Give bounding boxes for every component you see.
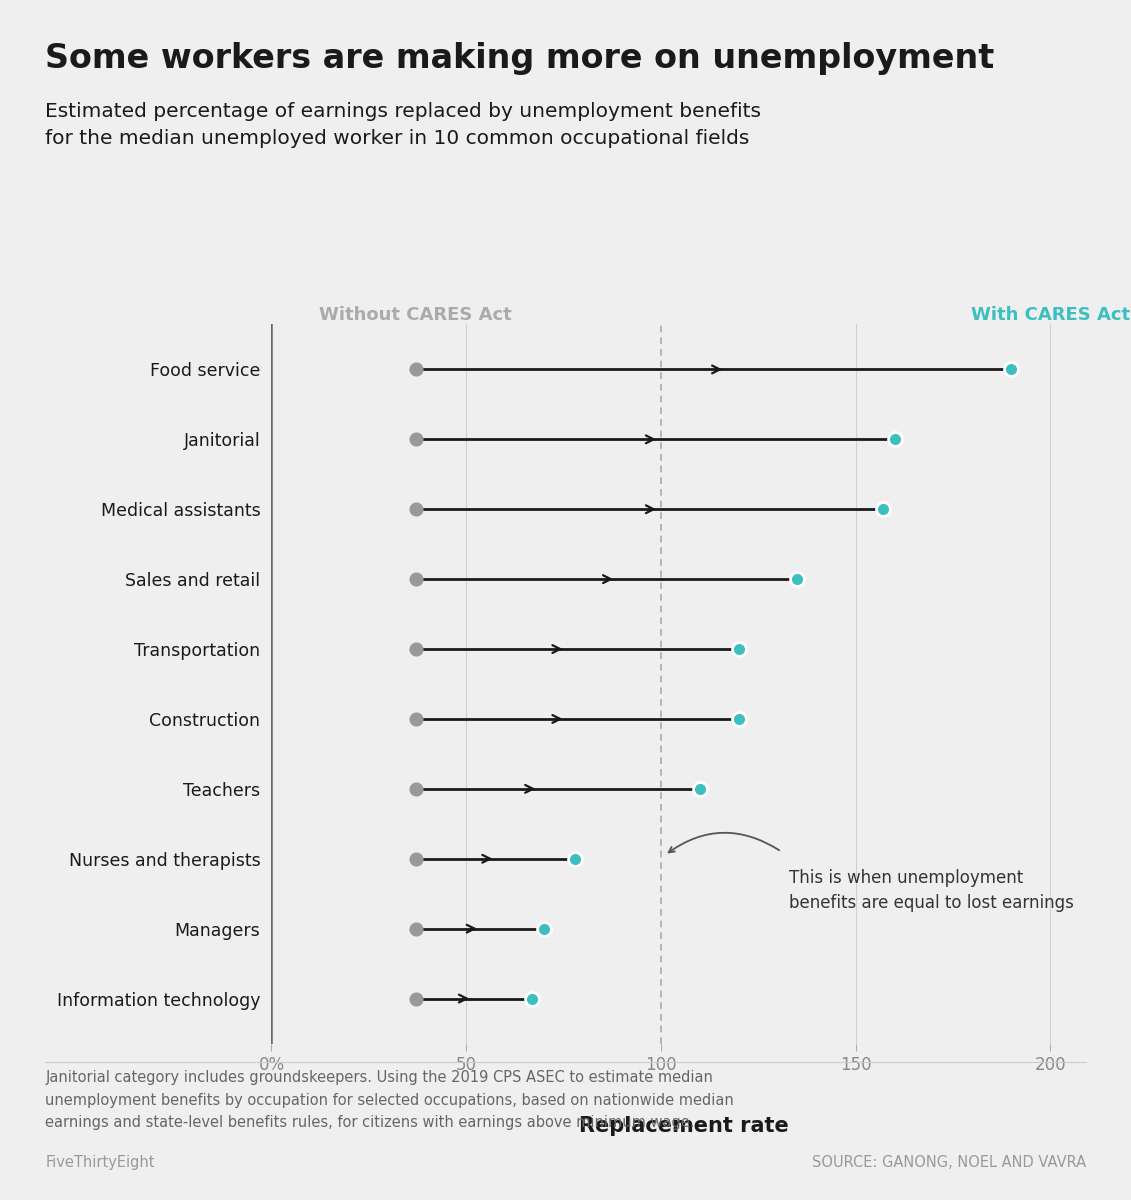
Text: Janitorial category includes groundskeepers. Using the 2019 CPS ASEC to estimate: Janitorial category includes groundskeep…: [45, 1070, 734, 1130]
Point: [406, 779, 424, 798]
Point: [691, 779, 709, 798]
Text: FiveThirtyEight: FiveThirtyEight: [45, 1154, 155, 1170]
Point: [406, 570, 424, 589]
Point: [406, 499, 424, 518]
Point: [874, 499, 892, 518]
Point: [406, 360, 424, 379]
Text: Estimated percentage of earnings replaced by unemployment benefits
for the media: Estimated percentage of earnings replace…: [45, 102, 761, 148]
Point: [406, 850, 424, 869]
Point: [1002, 360, 1020, 379]
Text: This is when unemployment
benefits are equal to lost earnings: This is when unemployment benefits are e…: [789, 869, 1074, 912]
Point: [535, 919, 553, 938]
Point: [729, 640, 748, 659]
Point: [406, 640, 424, 659]
Point: [729, 709, 748, 728]
Point: [524, 989, 542, 1008]
Text: Without CARES Act: Without CARES Act: [319, 306, 512, 324]
Point: [406, 919, 424, 938]
Text: With CARES Act: With CARES Act: [970, 306, 1130, 324]
Text: Some workers are making more on unemployment: Some workers are making more on unemploy…: [45, 42, 994, 74]
Point: [406, 430, 424, 449]
Text: SOURCE: GANONG, NOEL AND VAVRA: SOURCE: GANONG, NOEL AND VAVRA: [812, 1154, 1086, 1170]
Point: [567, 850, 585, 869]
Point: [886, 430, 904, 449]
Point: [406, 709, 424, 728]
Point: [788, 570, 806, 589]
Text: Replacement rate: Replacement rate: [579, 1116, 789, 1136]
Point: [406, 989, 424, 1008]
